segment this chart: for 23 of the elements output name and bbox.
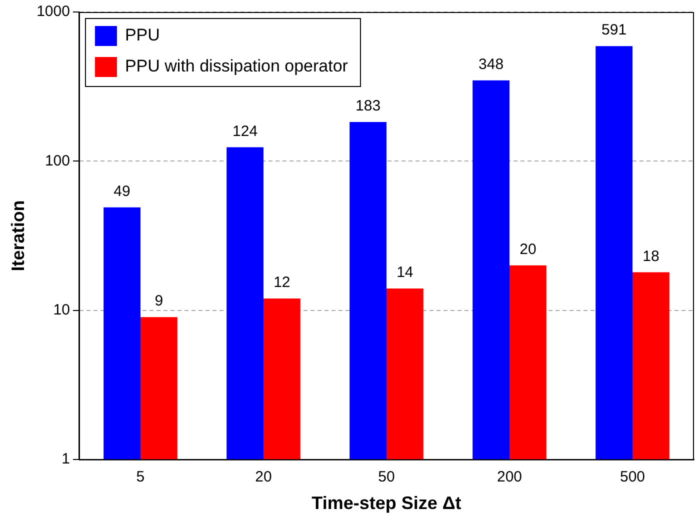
x-axis-title: Time-step Size Δt — [312, 493, 462, 514]
y-tick-label: 1 — [62, 450, 70, 468]
data-label: 20 — [520, 241, 536, 258]
x-tick-label: 200 — [496, 468, 522, 486]
x-tick-label: 500 — [620, 468, 646, 486]
data-label: 591 — [602, 22, 627, 39]
data-label: 49 — [114, 182, 130, 200]
y-axis-title: Iteration — [8, 200, 28, 272]
y-tick-label: 1000 — [36, 3, 70, 20]
x-tick-label: 20 — [255, 468, 272, 486]
data-label: 183 — [356, 98, 381, 115]
y-tick-label: 10 — [53, 301, 70, 318]
x-tick-label: 5 — [136, 468, 145, 486]
data-label: 18 — [642, 248, 660, 265]
x-tick-label: 50 — [378, 468, 395, 486]
data-label: 9 — [154, 292, 164, 310]
y-tick-label: 100 — [44, 152, 70, 170]
data-label: 14 — [396, 264, 414, 282]
data-label: 12 — [274, 274, 290, 292]
data-label: 348 — [478, 56, 504, 74]
legend-label: PPU — [124, 26, 160, 45]
legend-label: PPU with dissipation operator — [124, 56, 348, 76]
data-label: 124 — [232, 122, 258, 140]
